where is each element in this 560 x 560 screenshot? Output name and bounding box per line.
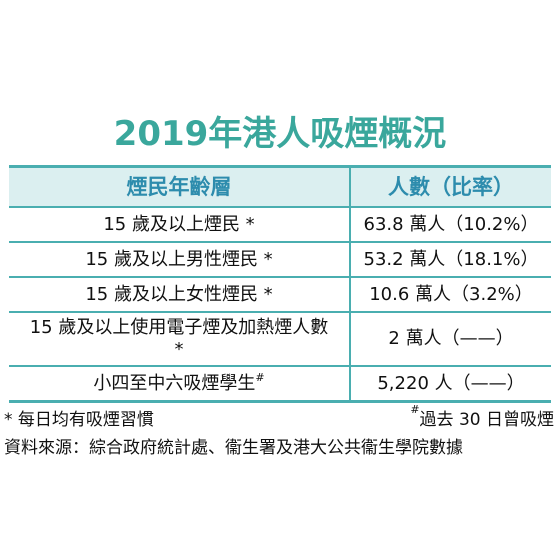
footnote-text: 過去 30 日曾吸煙 [419, 410, 554, 430]
value-cell: 5,220 人（——） [350, 365, 551, 403]
table-row: 15 歲及以上女性煙民 * 10.6 萬人（3.2%） [9, 276, 551, 312]
source: 資料來源：綜合政府統計處、衞生署及港大公共衞生學院數據 [4, 438, 463, 458]
value-cell: 10.6 萬人（3.2%） [350, 276, 551, 312]
header-cell: 煙民年齡層 [9, 165, 351, 207]
label-cell: 15 歲及以上女性煙民 * [9, 276, 351, 312]
table-row: 15 歲及以上男性煙民 * 53.2 萬人（18.1%） [9, 241, 551, 277]
label-cell: 15 歲及以上使用電子煙及加熱煙人數 * [9, 311, 351, 366]
label-cell: 小四至中六吸煙學生# [9, 365, 351, 403]
row-label: 15 歲及以上使用電子煙及加熱煙人數 * [29, 317, 329, 360]
row-label: 15 歲及以上女性煙民 * [85, 283, 273, 305]
table-row: 15 歲及以上煙民 * 63.8 萬人（10.2%） [9, 206, 551, 242]
value-cell: 2 萬人（——） [350, 311, 551, 366]
header-cell: 人數（比率） [350, 165, 551, 207]
title: 2019年港人吸煙概況 [113, 114, 447, 154]
footnote: #過去 30 日曾吸煙 [410, 403, 554, 430]
value-cell: 53.2 萬人（18.1%） [350, 241, 551, 277]
table-row: 15 歲及以上使用電子煙及加熱煙人數 * 2 萬人（——） [9, 311, 551, 366]
value-cell: 63.8 萬人（10.2%） [350, 206, 551, 242]
table: 煙民年齡層 人數（比率） 15 歲及以上煙民 * 63.8 萬人（10.2%） 15… [9, 165, 551, 403]
table-body: 15 歲及以上煙民 * 63.8 萬人（10.2%） 15 歲及以上男性煙民 * 53… [9, 206, 551, 403]
label-mark: # [255, 370, 265, 384]
row-label: 小四至中六吸煙學生 [93, 372, 256, 394]
label-cell: 15 歲及以上男性煙民 * [9, 241, 351, 277]
footnote: * 每日均有吸煙習慣 [4, 410, 154, 430]
row-label: 15 歲及以上煙民 * [103, 213, 255, 235]
header-row: 煙民年齡層 人數（比率） [9, 165, 551, 207]
row-label: 15 歲及以上男性煙民 * [85, 248, 273, 270]
label-cell: 15 歲及以上煙民 * [9, 206, 351, 242]
footnote-mark: # [410, 403, 420, 416]
table-row: 小四至中六吸煙學生# 5,220 人（——） [9, 365, 551, 403]
